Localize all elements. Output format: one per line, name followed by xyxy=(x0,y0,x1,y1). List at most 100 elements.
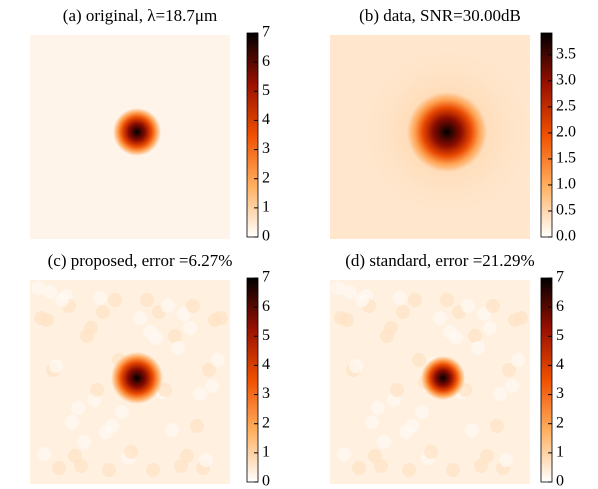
blob xyxy=(111,352,163,404)
colorbar-tick-label: 0 xyxy=(262,228,270,245)
texture xyxy=(65,415,79,429)
colorbar-tick-label: 3 xyxy=(262,385,270,402)
texture xyxy=(165,423,179,437)
texture xyxy=(480,449,494,463)
texture xyxy=(349,359,363,373)
colorbar-tick-label: 1.5 xyxy=(556,150,576,167)
texture xyxy=(331,281,345,295)
blob xyxy=(407,92,487,172)
colorbar xyxy=(540,277,553,483)
texture xyxy=(415,405,429,419)
texture xyxy=(340,313,354,327)
texture xyxy=(102,463,116,477)
panel-title: (b) data, SNR=30.00dB xyxy=(359,6,521,25)
texture xyxy=(465,423,479,437)
texture xyxy=(493,387,507,401)
colorbar-tick-label: 4 xyxy=(262,356,270,373)
texture xyxy=(168,329,182,343)
colorbar xyxy=(540,32,553,238)
colorbar-tick-label: 7 xyxy=(262,269,270,286)
texture xyxy=(180,449,194,463)
colorbar-tick-label: 4 xyxy=(556,356,564,373)
texture xyxy=(52,461,66,475)
texture xyxy=(183,321,197,335)
texture xyxy=(211,353,225,367)
texture xyxy=(390,383,404,397)
texture xyxy=(71,401,85,415)
panel-title: (d) standard, error =21.29% xyxy=(345,251,534,270)
colorbar-tick-label: 0.5 xyxy=(556,202,576,219)
colorbar-tick-label: 0.0 xyxy=(556,228,576,245)
texture xyxy=(205,379,219,393)
colorbar-tick-label: 0 xyxy=(262,473,270,489)
texture xyxy=(365,415,379,429)
colorbar-tick-label: 2 xyxy=(556,414,564,431)
texture xyxy=(49,359,63,373)
texture xyxy=(199,453,213,467)
colorbar-tick-label: 2.0 xyxy=(556,124,576,141)
colorbar-tick-label: 3.5 xyxy=(556,46,576,63)
blob xyxy=(421,356,465,400)
texture xyxy=(483,321,497,335)
colorbar-tick-label: 3 xyxy=(262,140,270,157)
texture xyxy=(177,307,191,321)
texture xyxy=(486,299,500,313)
texture xyxy=(105,419,119,433)
texture xyxy=(77,435,91,449)
colorbar-tick-label: 1 xyxy=(262,199,270,216)
texture xyxy=(115,405,129,419)
colorbar-tick-label: 3.0 xyxy=(556,72,576,89)
texture xyxy=(140,293,154,307)
texture xyxy=(402,463,416,477)
texture xyxy=(80,329,94,343)
texture xyxy=(440,293,454,307)
texture xyxy=(40,313,54,327)
texture xyxy=(161,299,175,313)
colorbar-tick-label: 7 xyxy=(262,24,270,41)
texture xyxy=(74,459,88,473)
colorbar-tick-label: 4 xyxy=(262,111,270,128)
colorbar-tick-label: 0 xyxy=(556,473,564,489)
texture xyxy=(502,363,516,377)
texture xyxy=(468,329,482,343)
texture xyxy=(433,311,447,325)
texture xyxy=(343,285,357,299)
panel-title: (a) original, λ=18.7μm xyxy=(63,6,217,25)
colorbar xyxy=(246,32,259,238)
texture xyxy=(31,281,45,295)
texture xyxy=(511,353,525,367)
texture xyxy=(337,447,351,461)
colorbar-tick-label: 5 xyxy=(262,327,270,344)
texture xyxy=(355,293,369,307)
texture xyxy=(446,463,460,477)
texture xyxy=(374,459,388,473)
texture xyxy=(171,341,185,355)
colorbar-tick-label: 1.0 xyxy=(556,176,576,193)
colorbar-tick-label: 3 xyxy=(556,385,564,402)
colorbar-tick-label: 5 xyxy=(556,327,564,344)
texture xyxy=(471,341,485,355)
colorbar-tick-label: 1 xyxy=(556,444,564,461)
blob xyxy=(113,108,161,156)
texture xyxy=(514,311,528,325)
texture xyxy=(214,311,228,325)
colorbar-tick-label: 6 xyxy=(556,298,564,315)
texture xyxy=(461,299,475,313)
texture xyxy=(449,331,463,345)
texture xyxy=(499,453,513,467)
texture xyxy=(396,305,410,319)
texture xyxy=(490,419,504,433)
texture xyxy=(371,401,385,415)
texture xyxy=(393,291,407,305)
colorbar-tick-label: 6 xyxy=(262,298,270,315)
texture xyxy=(43,285,57,299)
texture xyxy=(133,311,147,325)
colorbar-tick-label: 1 xyxy=(262,444,270,461)
texture xyxy=(352,461,366,475)
colorbar xyxy=(246,277,259,483)
texture xyxy=(108,293,122,307)
texture xyxy=(412,353,426,367)
texture xyxy=(37,447,51,461)
texture xyxy=(477,307,491,321)
